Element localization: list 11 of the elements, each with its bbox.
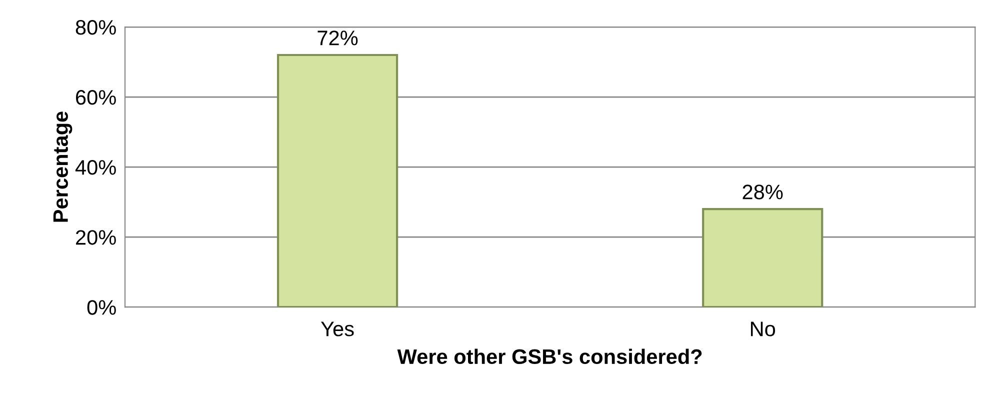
y-tick-label: 0%	[87, 300, 116, 315]
y-tick-label: 20%	[76, 230, 116, 245]
y-tick-label: 40%	[75, 160, 116, 175]
x-axis-title: Were other GSB's considered?	[397, 348, 702, 364]
data-label: 28%	[742, 184, 783, 200]
y-tick-label: 80%	[76, 20, 116, 35]
y-axis-title: Percentage	[53, 112, 72, 222]
y-tick-label: 60%	[76, 90, 116, 105]
x-tick-label: No	[750, 322, 776, 336]
x-tick-label: Yes	[320, 322, 354, 336]
data-label: 72%	[318, 30, 358, 46]
